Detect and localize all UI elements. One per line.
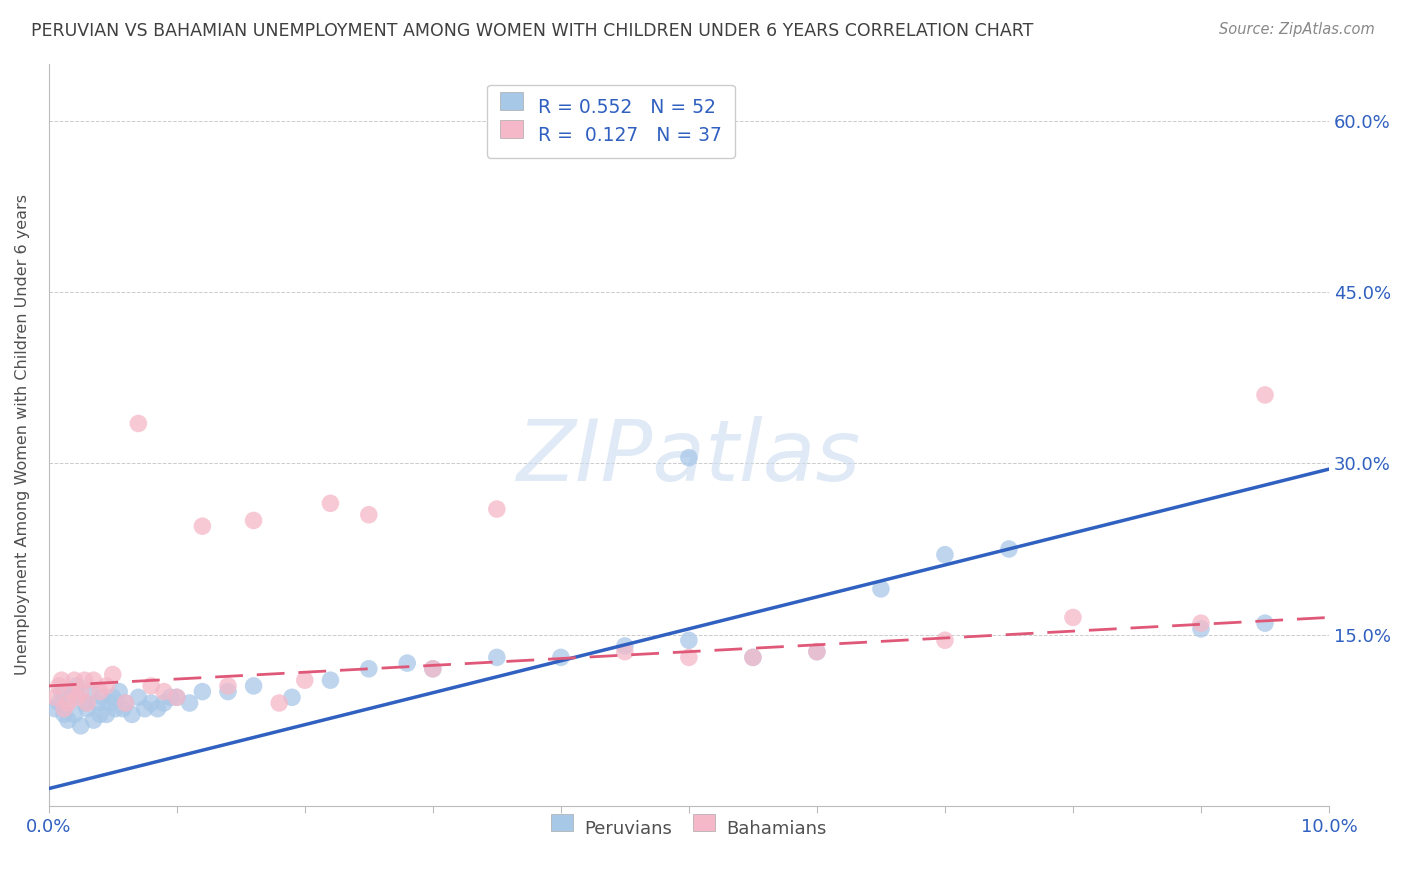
Point [48, 679, 70, 693]
Point [934, 548, 956, 562]
Point [101, 667, 124, 681]
Point [69, 719, 91, 733]
Point [1254, 388, 1277, 402]
Point [741, 650, 763, 665]
Point [73, 696, 96, 710]
Point [146, 702, 169, 716]
Point [66, 690, 89, 705]
Point [44, 702, 66, 716]
Point [141, 696, 163, 710]
Point [422, 662, 444, 676]
Point [127, 690, 149, 705]
Point [91, 690, 114, 705]
Point [108, 684, 131, 698]
Point [76, 696, 98, 710]
Point [191, 684, 214, 698]
Point [53, 707, 76, 722]
Point [96, 707, 118, 722]
Point [101, 690, 124, 705]
Point [86, 696, 108, 710]
Point [1254, 616, 1277, 631]
Point [319, 496, 342, 510]
Point [217, 679, 239, 693]
Point [1189, 622, 1212, 636]
Point [678, 633, 700, 648]
Point [104, 702, 127, 716]
Point [48, 696, 70, 710]
Y-axis label: Unemployment Among Women with Children Under 6 years: Unemployment Among Women with Children U… [15, 194, 30, 675]
Point [114, 696, 136, 710]
Text: ZIPatlas: ZIPatlas [517, 416, 860, 499]
Point [678, 650, 700, 665]
Point [89, 684, 111, 698]
Point [127, 417, 149, 431]
Text: Source: ZipAtlas.com: Source: ZipAtlas.com [1219, 22, 1375, 37]
Point [60, 690, 83, 705]
Point [217, 684, 239, 698]
Point [806, 645, 828, 659]
Point [56, 696, 79, 710]
Point [51, 673, 73, 688]
Point [153, 684, 176, 698]
Point [79, 684, 101, 698]
Point [806, 645, 828, 659]
Point [63, 707, 86, 722]
Point [166, 690, 188, 705]
Point [1062, 610, 1084, 624]
Point [83, 673, 105, 688]
Point [550, 650, 572, 665]
Point [56, 713, 79, 727]
Point [153, 696, 176, 710]
Point [485, 502, 508, 516]
Point [60, 684, 83, 698]
Point [396, 656, 419, 670]
Point [53, 702, 76, 716]
Point [66, 679, 89, 693]
Point [159, 690, 181, 705]
Point [179, 696, 201, 710]
Point [114, 696, 136, 710]
Point [319, 673, 342, 688]
Point [485, 650, 508, 665]
Point [98, 696, 121, 710]
Point [357, 662, 380, 676]
Point [613, 645, 636, 659]
Point [998, 541, 1021, 556]
Point [111, 702, 134, 716]
Point [121, 707, 143, 722]
Point [678, 450, 700, 465]
Point [76, 702, 98, 716]
Point [96, 679, 118, 693]
Point [1189, 616, 1212, 631]
Point [51, 684, 73, 698]
Point [357, 508, 380, 522]
Point [89, 707, 111, 722]
Legend: Peruvians, Bahamians: Peruvians, Bahamians [544, 812, 834, 845]
Point [269, 696, 291, 710]
Point [741, 650, 763, 665]
Point [141, 679, 163, 693]
Point [422, 662, 444, 676]
Text: PERUVIAN VS BAHAMIAN UNEMPLOYMENT AMONG WOMEN WITH CHILDREN UNDER 6 YEARS CORREL: PERUVIAN VS BAHAMIAN UNEMPLOYMENT AMONG … [31, 22, 1033, 40]
Point [613, 639, 636, 653]
Point [166, 690, 188, 705]
Point [294, 673, 316, 688]
Point [73, 673, 96, 688]
Point [242, 513, 264, 527]
Point [934, 633, 956, 648]
Point [63, 673, 86, 688]
Point [281, 690, 304, 705]
Point [69, 684, 91, 698]
Point [191, 519, 214, 533]
Point [242, 679, 264, 693]
Point [44, 690, 66, 705]
Point [134, 702, 156, 716]
Point [870, 582, 893, 596]
Point [83, 713, 105, 727]
